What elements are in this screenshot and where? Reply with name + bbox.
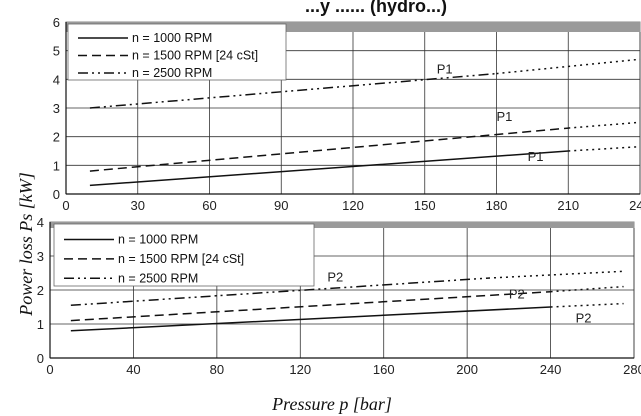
- x-tick-label: 150: [414, 198, 436, 213]
- series-extension: [550, 285, 624, 293]
- legend-label: n = 1000 RPM: [132, 31, 212, 45]
- y-tick-label: 1: [53, 158, 60, 173]
- legend-label: n = 1500 RPM [24 cSt]: [118, 252, 244, 266]
- legend-label: n = 1500 RPM [24 cSt]: [132, 49, 258, 63]
- y-tick-label: 3: [37, 249, 44, 264]
- series-extension: [487, 270, 624, 279]
- x-tick-label: 160: [373, 362, 395, 377]
- y-tick-label: 2: [53, 130, 60, 145]
- series-extension: [496, 58, 641, 75]
- series-line: [89, 127, 569, 172]
- x-tick-label: 0: [62, 198, 69, 213]
- y-tick-label: 4: [53, 72, 60, 87]
- top-chart: 01234560306090120150180210240P1P1P1n = 1…: [53, 15, 641, 213]
- legend-label: n = 2500 RPM: [132, 66, 212, 80]
- x-tick-label: 120: [342, 198, 364, 213]
- y-tick-label: 5: [53, 44, 60, 59]
- x-tick-label: 240: [540, 362, 562, 377]
- y-axis-title: Power loss Ps [kW]: [16, 172, 36, 317]
- x-axis-title: Pressure p [bar]: [271, 394, 392, 414]
- curve-annotation: P1: [497, 109, 513, 124]
- curve-annotation: P2: [576, 310, 592, 325]
- legend-label: n = 2500 RPM: [118, 271, 198, 285]
- x-tick-label: 80: [210, 362, 224, 377]
- x-tick-label: 240: [629, 198, 641, 213]
- series-line: [89, 150, 569, 187]
- plot-header-band: [50, 222, 634, 228]
- y-tick-label: 1: [37, 317, 44, 332]
- bottom-chart: 0123404080120160200240280P2P2P2n = 1000 …: [37, 215, 641, 377]
- x-tick-label: 90: [274, 198, 288, 213]
- y-tick-label: 0: [37, 351, 44, 366]
- x-tick-label: 30: [131, 198, 145, 213]
- series-line: [70, 306, 551, 332]
- series-line: [89, 72, 497, 109]
- y-tick-label: 4: [37, 215, 44, 230]
- x-tick-label: 0: [46, 362, 53, 377]
- series-extension: [550, 302, 624, 308]
- x-tick-label: 200: [456, 362, 478, 377]
- y-tick-label: 6: [53, 15, 60, 30]
- x-tick-label: 60: [202, 198, 216, 213]
- x-tick-label: 40: [126, 362, 140, 377]
- curve-annotation: P2: [327, 270, 343, 285]
- curve-annotation: P1: [528, 149, 544, 164]
- series-line: [70, 277, 489, 307]
- legend-box: [53, 223, 315, 287]
- x-tick-label: 210: [557, 198, 579, 213]
- series-line: [70, 290, 551, 322]
- y-tick-label: 3: [53, 101, 60, 116]
- curve-annotation: P2: [509, 287, 525, 302]
- y-tick-label: 2: [37, 283, 44, 298]
- x-tick-label: 180: [486, 198, 508, 213]
- legend-label: n = 1000 RPM: [118, 233, 198, 247]
- curve-annotation: P1: [437, 62, 453, 77]
- x-tick-label: 280: [623, 362, 641, 377]
- plot-header-band: [66, 22, 640, 32]
- x-tick-label: 120: [289, 362, 311, 377]
- legend-box: [67, 23, 287, 81]
- chart-title-fragment: ...y ...... (hydro...): [305, 0, 447, 16]
- y-tick-label: 0: [53, 187, 60, 202]
